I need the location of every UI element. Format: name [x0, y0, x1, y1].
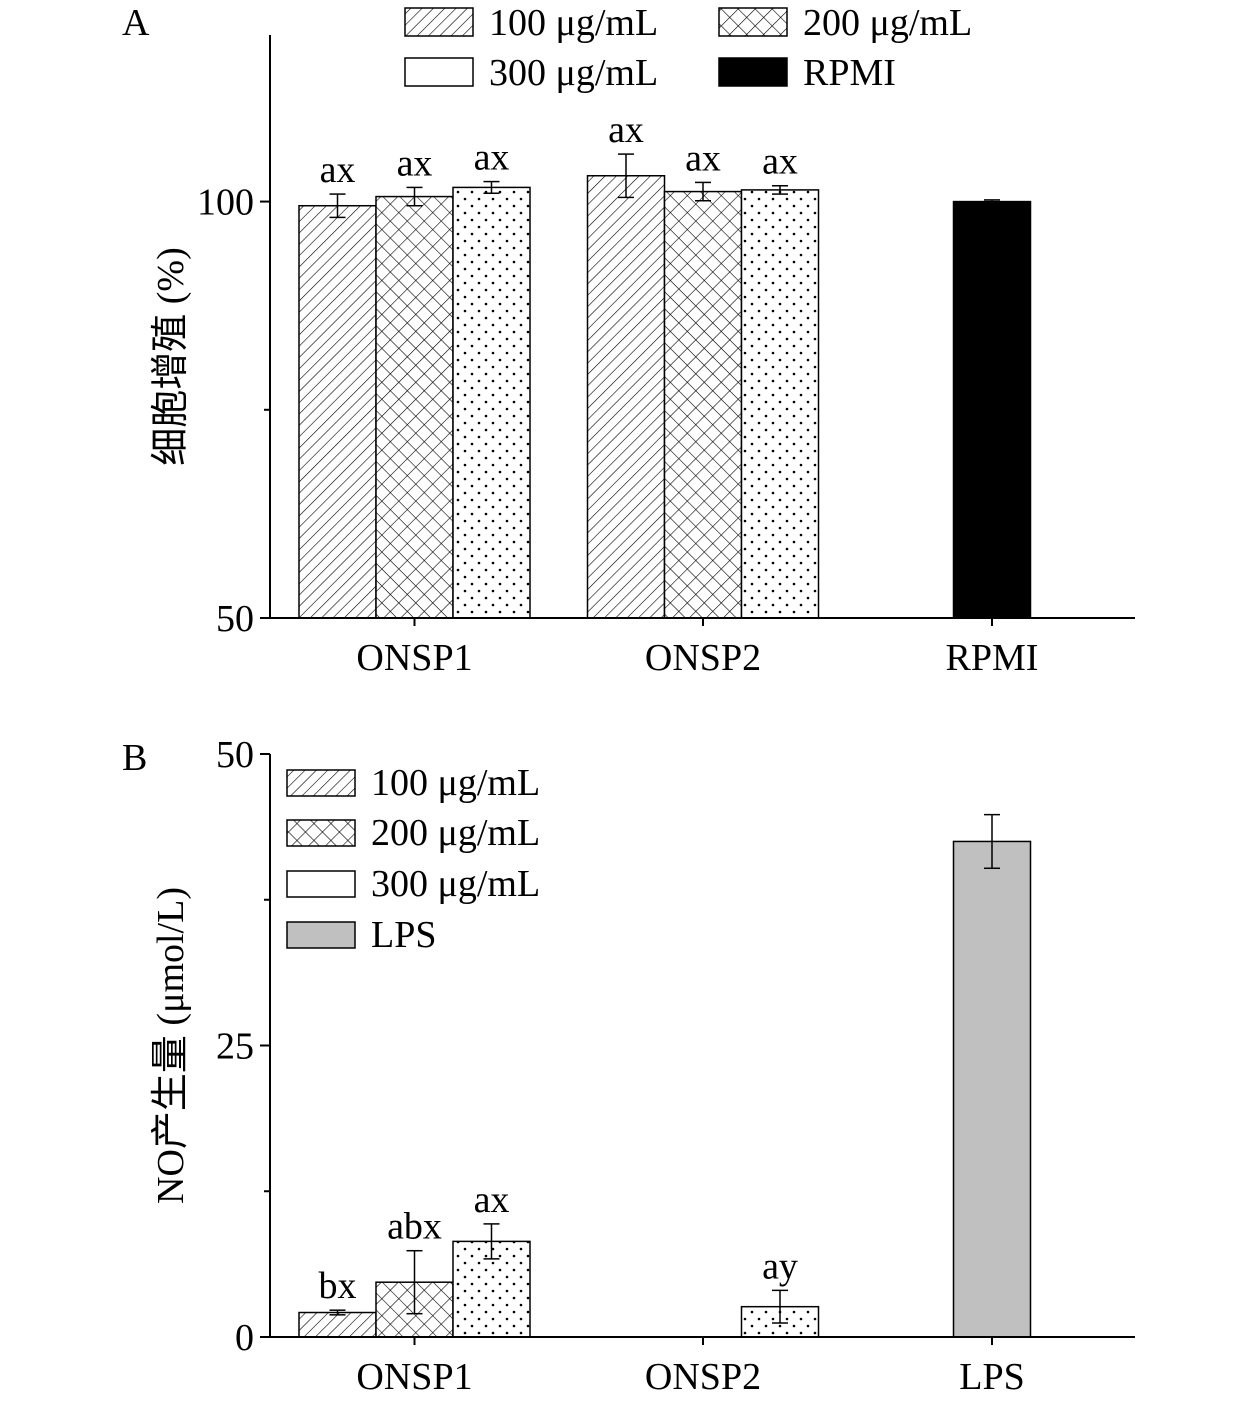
bar-rpmi: [952, 200, 1032, 619]
significance-label: ax: [397, 142, 433, 184]
x-tick-label: ONSP2: [645, 637, 761, 679]
legend-swatch: [286, 870, 356, 898]
x-tick-label: ONSP2: [645, 1356, 761, 1398]
legend-swatch: [286, 819, 356, 847]
bar-onsp1: [375, 195, 454, 619]
bar-onsp2: [663, 190, 743, 619]
y-tick-label: 50: [216, 598, 254, 640]
bar-onsp1: [452, 186, 531, 619]
bar-onsp2: [586, 175, 666, 619]
y-axis-label: 细胞增殖 (%): [150, 247, 192, 465]
y-tick-label: 0: [235, 1317, 254, 1359]
significance-label: ax: [474, 137, 510, 179]
significance-label: ax: [474, 1179, 510, 1221]
significance-label: abx: [387, 1206, 442, 1248]
legend-swatch: [286, 921, 356, 949]
x-tick-label: RPMI: [946, 637, 1039, 679]
legend-swatch: [286, 769, 356, 797]
legend-swatch: [718, 7, 788, 37]
y-tick-label: 100: [197, 182, 254, 224]
significance-label: ax: [320, 149, 356, 191]
legend-label: 100 μg/mL: [371, 762, 540, 804]
panel-letter: B: [122, 737, 147, 779]
legend-label: 100 μg/mL: [489, 2, 658, 44]
significance-label: bx: [319, 1265, 357, 1307]
bar-onsp1: [298, 1311, 377, 1338]
legend-label: LPS: [371, 914, 436, 956]
y-tick-label: 50: [216, 734, 254, 776]
bar-onsp1: [298, 204, 377, 619]
significance-label: ax: [762, 141, 798, 183]
legend-label: 200 μg/mL: [371, 812, 540, 854]
panel-letter: A: [122, 2, 150, 44]
legend-swatch: [718, 57, 788, 87]
y-axis-label: NO产生量 (μmol/L): [150, 887, 192, 1204]
legend-label: 300 μg/mL: [489, 52, 658, 94]
bar-onsp2: [740, 189, 820, 619]
significance-label: ay: [762, 1245, 798, 1287]
x-tick-label: ONSP1: [356, 637, 472, 679]
bar-lps: [952, 840, 1032, 1338]
legend-label: 200 μg/mL: [803, 2, 972, 44]
legend-label: RPMI: [803, 52, 896, 94]
x-tick-label: ONSP1: [356, 1356, 472, 1398]
x-tick-label: LPS: [959, 1356, 1024, 1398]
legend-swatch: [404, 7, 474, 37]
legend-label: 300 μg/mL: [371, 863, 540, 905]
significance-label: ax: [685, 137, 721, 179]
significance-label: ax: [608, 109, 644, 151]
legend-swatch: [404, 57, 474, 87]
y-tick-label: 25: [216, 1026, 254, 1068]
